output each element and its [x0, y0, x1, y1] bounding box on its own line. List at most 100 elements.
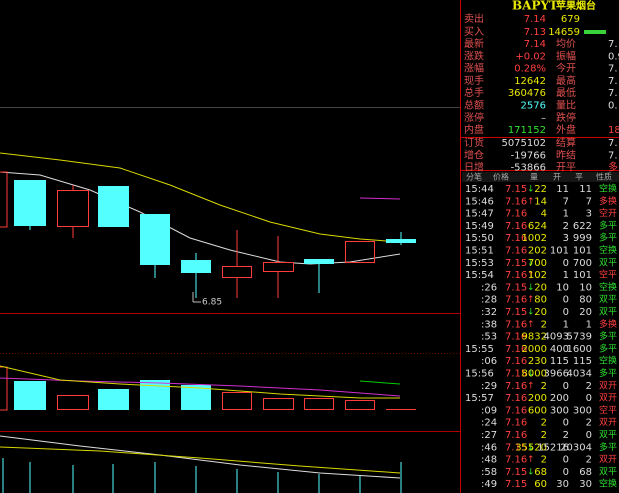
tick-price: 7.16 [505, 344, 527, 355]
stat-value: 7.14 [524, 39, 546, 50]
tick-price: 7.15 [505, 258, 527, 269]
tick-volume: 14 [534, 196, 547, 207]
candle [386, 239, 416, 243]
stat-value: 7. [608, 138, 618, 149]
tick-nature: 多平 [599, 441, 617, 453]
tick-close: 7 [586, 196, 592, 207]
volume-bar [263, 398, 294, 410]
tick-open: 0 [563, 381, 569, 392]
stat-label: 昨结 [556, 148, 576, 161]
stat-label: 涨幅 [464, 62, 484, 75]
tick-close: 300 [573, 405, 592, 416]
tick-open: 11 [556, 184, 569, 195]
candle [222, 266, 252, 278]
tick-header: 量 [530, 173, 538, 182]
tick-time: :29 [481, 381, 497, 392]
stat-value: 2576 [521, 101, 546, 112]
tick-volume: 230 [528, 356, 547, 367]
tick-dir: ↑ [527, 197, 535, 207]
tick-nature: 空平 [599, 404, 617, 416]
tick-nature: 多平 [599, 219, 617, 231]
tick-price: 7.16 [505, 246, 527, 257]
stat-label: 最新 [464, 37, 484, 50]
tick-header: 价格 [493, 172, 509, 182]
tick-time: :32 [481, 307, 497, 318]
stat-value: -19766 [511, 150, 546, 161]
volume-bar [57, 395, 89, 410]
tick-price: 7.16 [505, 332, 527, 343]
tick-time: :24 [481, 418, 497, 429]
tick-open: 115 [550, 356, 569, 367]
tick-price: 7.16 [505, 405, 527, 416]
tick-open: 2 [563, 221, 569, 232]
stat-value: 0.28% [514, 64, 546, 75]
tick-time: :38 [481, 319, 497, 330]
stat-label: 最高 [556, 74, 576, 87]
tick-open: 4093 [544, 332, 569, 343]
tick-close: 2 [586, 418, 592, 429]
symbol-name: 苹果烟台 [556, 0, 596, 12]
tick-nature: 双平 [599, 430, 617, 441]
tick-close: 999 [573, 233, 592, 244]
tick-dir: ↑ [527, 295, 535, 305]
tick-volume: 624 [528, 221, 547, 232]
stat-value: +0.02 [515, 51, 546, 62]
tick-open: 1 [563, 209, 569, 220]
tick-header: 平 [575, 173, 583, 182]
tick-open: 0 [563, 455, 569, 466]
tick-nature: 空开 [599, 207, 617, 219]
tick-time: 15:55 [465, 344, 494, 355]
tick-time: :49 [481, 479, 497, 490]
tick-price: 7.16 [505, 418, 527, 429]
tick-close: 30 [579, 479, 592, 490]
quote-price: 7.13 [524, 27, 546, 38]
stat-label: 跌停 [556, 111, 576, 124]
volume-bar [140, 380, 170, 410]
tick-time: 15:50 [465, 233, 494, 244]
stat-label: 增仓 [464, 148, 484, 161]
tick-close: 4034 [567, 369, 592, 380]
tick-open: 1 [563, 319, 569, 330]
volume-bar [14, 381, 46, 410]
stat-value: 7. [608, 150, 618, 161]
stat-value: 12642 [514, 76, 546, 87]
candle [98, 186, 129, 227]
tick-price: 7.16 [505, 196, 527, 207]
tick-volume: 22 [534, 184, 547, 195]
stat-label: 订货 [464, 136, 484, 149]
tick-volume: 2 [541, 381, 547, 392]
tick-time: :48 [481, 455, 497, 466]
tick-price: 7.16 [505, 430, 527, 441]
tick-time: :58 [481, 467, 497, 478]
tick-open: 1 [563, 270, 569, 281]
tick-open: 3 [563, 233, 569, 244]
tick-dir: ↓ [527, 258, 535, 268]
tick-volume: 68 [534, 467, 547, 478]
volume-bar [98, 389, 129, 410]
candle [14, 180, 46, 226]
stat-label: 总额 [464, 99, 484, 112]
volume-bar [304, 398, 334, 410]
indicator-line [0, 446, 401, 474]
tick-close: 10 [579, 282, 592, 293]
tick-time: 15:46 [465, 196, 494, 207]
stat-value: – [541, 113, 546, 124]
tick-price: 7.15 [505, 442, 527, 453]
tick-close: 622 [573, 221, 592, 232]
tick-close: 2 [586, 455, 592, 466]
tick-nature: 双平 [599, 294, 617, 305]
tick-close: 1 [586, 319, 592, 330]
tick-volume: 4 [541, 209, 547, 220]
tick-close: 101 [573, 270, 592, 281]
tick-close: 2 [586, 381, 592, 392]
quote-price: 7.14 [524, 14, 546, 25]
tick-volume: 35520 [515, 442, 547, 453]
tick-volume: 700 [528, 258, 547, 269]
volume-line [0, 365, 400, 399]
low-label: 6.85 [202, 298, 222, 308]
tick-open: 0 [563, 467, 569, 478]
tick-time: 15:53 [465, 258, 494, 269]
tick-nature: 多平 [599, 232, 617, 244]
stat-value: 171152 [508, 125, 546, 136]
tick-header-bg [462, 172, 619, 182]
